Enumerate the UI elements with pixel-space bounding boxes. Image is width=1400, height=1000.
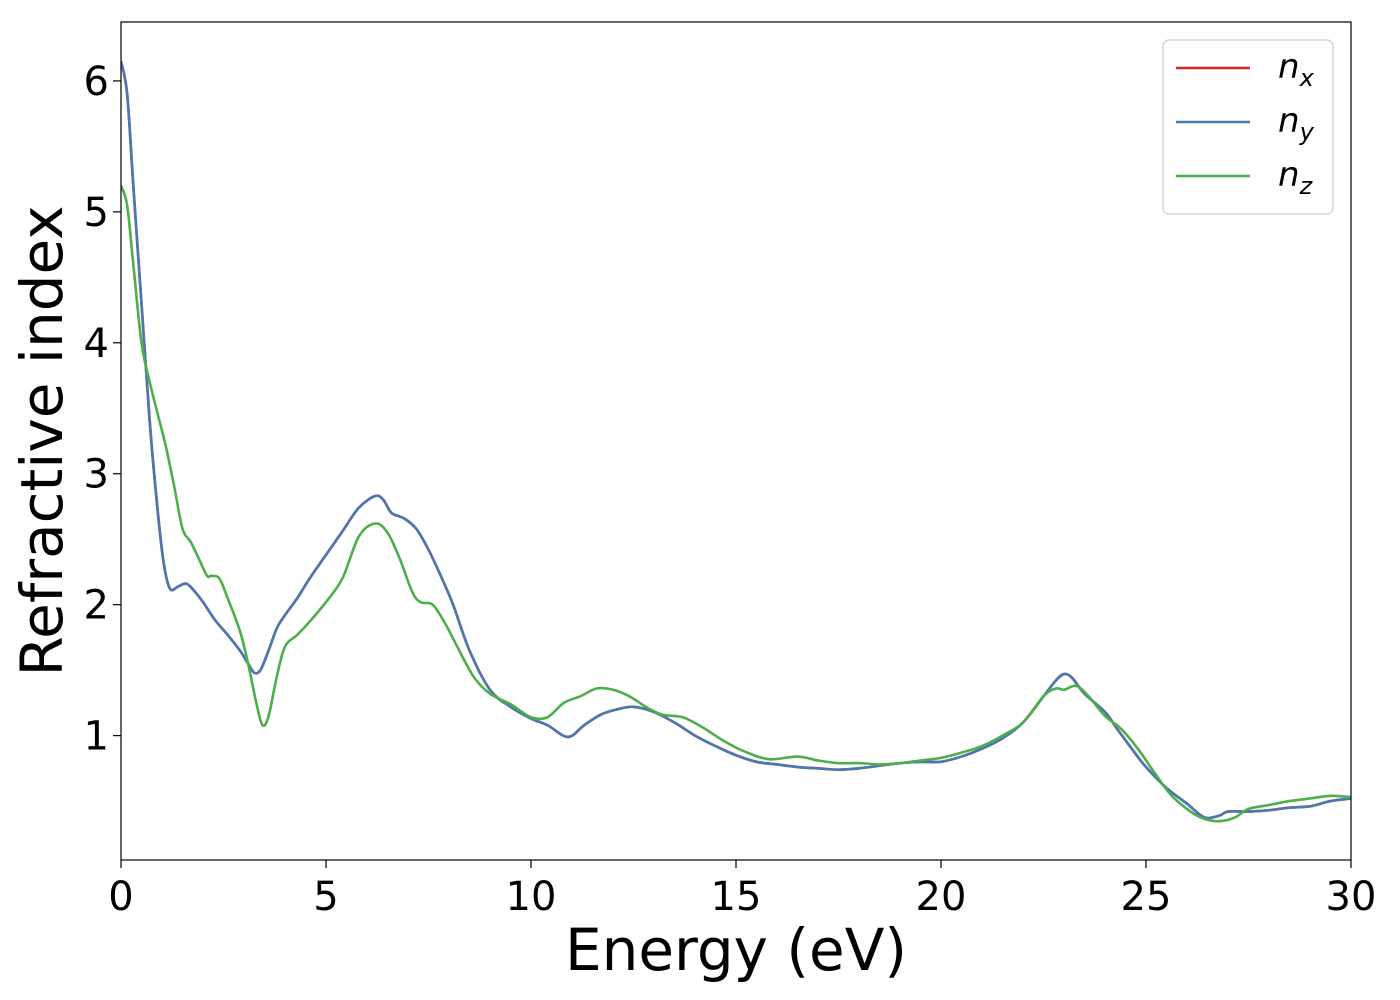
x-axis-title: Energy (eV) <box>565 916 907 984</box>
series-line-nz <box>121 185 1351 823</box>
x-tick-label: 30 <box>1326 874 1377 920</box>
y-tick-label: 2 <box>84 583 109 629</box>
y-tick-label: 5 <box>84 190 109 236</box>
x-tick-label: 5 <box>313 874 338 920</box>
series-layer <box>121 61 1351 823</box>
x-tick-label: 25 <box>1121 874 1172 920</box>
legend-box <box>1162 39 1334 215</box>
x-tick-label: 0 <box>108 874 133 920</box>
y-tick-label: 3 <box>84 452 109 498</box>
y-axis: 1 2 3 4 5 6 <box>84 59 121 760</box>
x-tick-label: 20 <box>916 874 967 920</box>
x-axis: 0 5 10 15 20 25 30 <box>108 860 1376 920</box>
x-tick-label: 10 <box>506 874 557 920</box>
x-tick-label: 15 <box>711 874 762 920</box>
y-tick-label: 6 <box>84 59 109 105</box>
y-axis-title: Refractive index <box>8 205 76 676</box>
y-tick-label: 4 <box>84 321 109 367</box>
y-tick-label: 1 <box>84 714 109 760</box>
series-line-ny <box>121 61 1351 820</box>
